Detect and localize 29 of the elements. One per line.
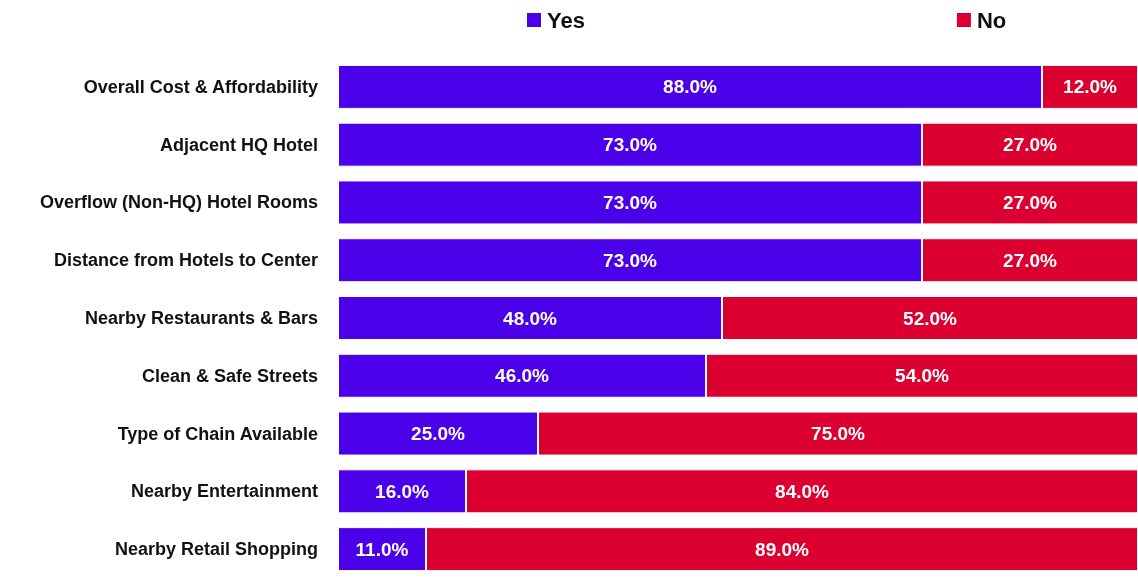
data-label: 46.0% bbox=[495, 365, 550, 387]
legend-label: Yes bbox=[547, 7, 585, 33]
data-label: 88.0% bbox=[663, 76, 718, 98]
data-label: 73.0% bbox=[603, 249, 658, 271]
data-label: 27.0% bbox=[1003, 249, 1058, 271]
legend-label: No bbox=[976, 7, 1007, 33]
y-tick-label: Type of Chain Available bbox=[117, 423, 318, 444]
data-label: 11.0% bbox=[355, 538, 409, 560]
y-tick-label: Clean & Safe Streets bbox=[141, 365, 318, 386]
data-label: 73.0% bbox=[603, 191, 658, 213]
data-label: 73.0% bbox=[603, 134, 658, 156]
data-label: 25.0% bbox=[411, 423, 466, 445]
data-label: 75.0% bbox=[811, 423, 866, 445]
data-label: 84.0% bbox=[775, 480, 830, 502]
y-tick-label: Overflow (Non-HQ) Hotel Rooms bbox=[40, 192, 318, 213]
y-tick-label: Nearby Restaurants & Bars bbox=[84, 308, 318, 328]
data-label: 89.0% bbox=[755, 538, 810, 560]
data-label: 27.0% bbox=[1003, 191, 1058, 213]
y-tick-label: Overall Cost & Affordability bbox=[83, 76, 318, 97]
data-label: 12.0% bbox=[1063, 76, 1118, 98]
data-label: 16.0% bbox=[375, 480, 430, 502]
y-tick-label: Nearby Retail Shopping bbox=[114, 539, 318, 560]
data-label: 48.0% bbox=[503, 307, 558, 329]
data-label: 27.0% bbox=[1003, 134, 1058, 156]
data-label: 54.0% bbox=[895, 365, 950, 387]
y-tick-label: Distance from Hotels to Center bbox=[53, 250, 318, 271]
y-tick-label: Nearby Entertainment bbox=[130, 481, 318, 502]
y-tick-label: Adjacent HQ Hotel bbox=[159, 134, 318, 155]
data-label: 52.0% bbox=[903, 307, 958, 329]
